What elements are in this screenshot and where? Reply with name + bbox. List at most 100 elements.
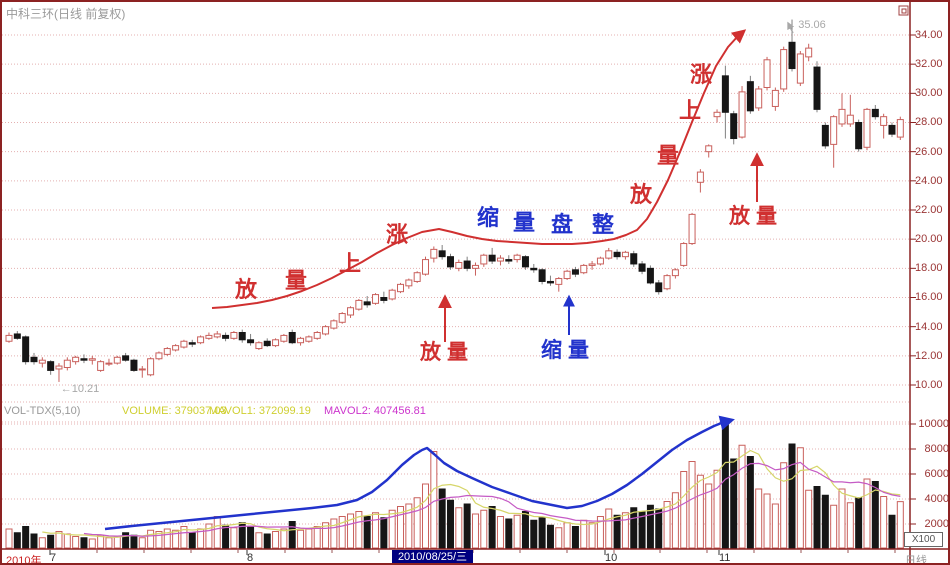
- candle: [813, 61, 821, 113]
- volume-bar: [380, 517, 388, 549]
- candle: [563, 269, 571, 280]
- candle: [13, 331, 21, 340]
- volume-bar: [563, 522, 571, 549]
- annotation-label: 放量: [420, 341, 474, 364]
- candle: [871, 104, 879, 120]
- candle: [705, 144, 713, 158]
- x-axis-month-label: 7: [50, 552, 57, 564]
- volume-bar: [263, 533, 271, 549]
- volume-bar: [122, 532, 130, 549]
- annotation-label: 整: [591, 212, 615, 237]
- volume-bar: [38, 537, 46, 549]
- annotation-label: 缩量: [541, 339, 595, 362]
- volume-bar: [113, 536, 121, 549]
- volume-bar: [22, 526, 30, 549]
- price-tick-label: 24.00: [915, 174, 943, 187]
- volume-bar: [630, 507, 638, 549]
- period-label[interactable]: 日线: [905, 555, 927, 565]
- volume-tick-label: 6000: [924, 468, 949, 480]
- candle: [313, 331, 321, 340]
- mavol1-line: [42, 449, 901, 538]
- annotation-arrows: [438, 21, 795, 342]
- candle: [580, 263, 588, 275]
- annotation-label: 上: [338, 251, 362, 276]
- candle: [47, 360, 55, 375]
- volume-bar: [871, 481, 879, 549]
- candle: [130, 358, 138, 372]
- candle: [113, 355, 121, 365]
- candle: [413, 271, 421, 283]
- price-tick-label: 28.00: [915, 116, 943, 129]
- window-restore-icon[interactable]: [898, 5, 909, 16]
- volume-bar: [413, 497, 421, 549]
- annotation-label: 涨: [689, 62, 713, 87]
- candle: [363, 296, 371, 308]
- volume-bar: [213, 516, 221, 549]
- volume-tick-label: 4000: [924, 493, 949, 505]
- volume-bar: [355, 511, 363, 549]
- candle: [721, 65, 729, 139]
- candle: [122, 352, 130, 362]
- volume-bar: [155, 531, 163, 549]
- volume-bar: [796, 447, 804, 549]
- volume-bars: [5, 421, 904, 549]
- candle: [188, 339, 196, 348]
- candle: [397, 282, 405, 294]
- candle: [588, 261, 596, 270]
- annotation-label: 放: [234, 277, 258, 302]
- volume-bar: [496, 516, 504, 549]
- candle: [855, 119, 863, 152]
- candle: [280, 333, 288, 343]
- candle: [596, 256, 604, 266]
- red-trend-line: [211, 29, 747, 309]
- volume-bar: [830, 504, 838, 549]
- volume-bar: [738, 444, 746, 549]
- volume-bar: [63, 533, 71, 549]
- gridlines: [2, 34, 910, 525]
- volume-bar: [805, 489, 813, 549]
- price-tick-label: 14.00: [915, 320, 943, 333]
- volume-bar: [763, 493, 771, 549]
- candle: [713, 109, 721, 123]
- volume-bar: [555, 527, 563, 549]
- candle: [655, 279, 663, 295]
- volume-bar: [105, 537, 113, 549]
- volume-bar: [446, 499, 454, 549]
- candle: [72, 355, 80, 365]
- candle: [538, 268, 546, 285]
- volume-bar: [72, 536, 80, 549]
- volume-bar: [713, 469, 721, 549]
- mavol2-line: [83, 461, 901, 537]
- volume-bar: [205, 523, 213, 549]
- x-axis-month-label: 11: [719, 552, 731, 564]
- candle: [355, 298, 363, 311]
- annotation-label: ←10.21: [60, 383, 100, 395]
- annotation-label: 盘: [550, 212, 574, 237]
- candle: [263, 338, 271, 348]
- volume-bar: [605, 508, 613, 549]
- price-tick-label: 26.00: [915, 145, 943, 158]
- volume-bar: [163, 528, 171, 549]
- volume-tick-label: 2000: [924, 518, 949, 530]
- candle: [830, 115, 838, 168]
- candle: [163, 347, 171, 356]
- volume-bar: [721, 421, 729, 549]
- candle: [838, 93, 846, 127]
- volume-bar: [613, 514, 621, 549]
- volume-bar: [30, 533, 38, 549]
- volume-bar: [771, 503, 779, 549]
- price-tick-label: 20.00: [915, 233, 943, 246]
- annotation-label: 量: [656, 143, 680, 168]
- volume-bar: [430, 451, 438, 549]
- candle: [796, 51, 804, 87]
- volume-bar: [138, 537, 146, 549]
- selected-date-box[interactable]: 2010/08/25/三: [392, 550, 473, 563]
- candle: [38, 357, 46, 368]
- candle: [155, 351, 163, 361]
- candle: [330, 319, 338, 330]
- volume-bar: [855, 497, 863, 549]
- volume-bar: [513, 514, 521, 549]
- annotation-label: 量: [284, 268, 308, 293]
- candle: [530, 263, 538, 273]
